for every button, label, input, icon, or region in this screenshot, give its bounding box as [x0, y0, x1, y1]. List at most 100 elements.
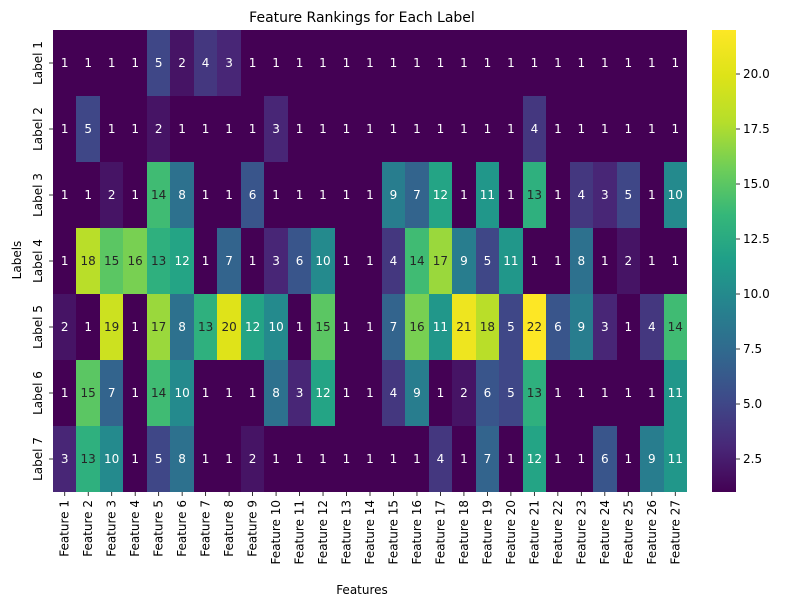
heatmap-cell — [405, 360, 429, 426]
heatmap-cell — [405, 294, 429, 360]
heatmap-cell-label: 1 — [531, 56, 539, 70]
heatmap-cell — [170, 30, 194, 96]
colorbar-tick-label: 10.0 — [743, 287, 770, 301]
heatmap-cell — [170, 426, 194, 492]
heatmap-cell — [123, 30, 147, 96]
heatmap-cell — [170, 96, 194, 162]
heatmap-cell — [217, 294, 241, 360]
heatmap-cell-label: 1 — [437, 56, 445, 70]
heatmap-cell — [217, 30, 241, 96]
colorbar-ticks: 2.5 5.0 7.5 10.0 12.5 15.0 17.5 20.0 — [736, 67, 770, 466]
heatmap-cell — [429, 228, 452, 294]
heatmap-cell-label: 13 — [81, 452, 96, 466]
heatmap-cell — [311, 162, 335, 228]
heatmap-cell-label: 1 — [460, 122, 468, 136]
heatmap-cell — [382, 360, 405, 426]
heatmap-cell-label: 5 — [84, 122, 92, 136]
x-axis-ticks: Feature 1 Feature 2 Feature 3 Feature 4 Feat… — [58, 492, 682, 564]
heatmap-cell-label: 1 — [249, 122, 257, 136]
heatmap-cell — [311, 30, 335, 96]
heatmap-cell-label: 3 — [272, 254, 280, 268]
heatmap-cell-label: 1 — [507, 188, 515, 202]
heatmap-cell — [429, 294, 452, 360]
heatmap-cell-label: 1 — [577, 386, 585, 400]
heatmap-cell-label: 3 — [272, 122, 280, 136]
y-axis-ticks: Label 1 Label 2 Label 3 Label 4 Label 5 Label… — [31, 41, 53, 481]
x-tick-label: Feature 4 — [128, 500, 142, 557]
heatmap-cell-label: 8 — [577, 254, 585, 268]
heatmap-cell-label: 1 — [202, 386, 210, 400]
heatmap-cell-label: 1 — [343, 452, 351, 466]
x-tick-label: Feature 18 — [457, 500, 471, 564]
heatmap-cell — [100, 30, 123, 96]
heatmap-cell — [617, 30, 640, 96]
heatmap-cell — [593, 162, 617, 228]
heatmap-cell-label: 11 — [503, 254, 518, 268]
x-tick-label: Feature 14 — [363, 500, 377, 564]
heatmap-cell-label: 1 — [178, 122, 186, 136]
heatmap-cell — [170, 228, 194, 294]
heatmap-cell-label: 13 — [527, 386, 542, 400]
x-tick-label: Feature 2 — [81, 500, 95, 557]
heatmap-cell-label: 4 — [390, 386, 398, 400]
heatmap-cell-label: 1 — [366, 188, 374, 202]
heatmap-cell — [570, 360, 593, 426]
x-tick-label: Feature 8 — [222, 500, 236, 557]
heatmap-cell-label: 14 — [668, 320, 683, 334]
heatmap-cell-label: 15 — [104, 254, 119, 268]
heatmap-cell — [523, 96, 546, 162]
heatmap-cell-label: 1 — [601, 122, 609, 136]
heatmap-cell — [288, 162, 311, 228]
heatmap-cell — [593, 360, 617, 426]
heatmap-cell-label: 1 — [648, 254, 656, 268]
y-tick-label: Label 1 — [31, 41, 45, 85]
heatmap-cell — [499, 228, 523, 294]
heatmap-cell-label: 1 — [225, 188, 233, 202]
heatmap-cell-label: 1 — [343, 320, 351, 334]
heatmap-cell-label: 10 — [315, 254, 330, 268]
heatmap-cell — [382, 294, 405, 360]
heatmap-cell — [593, 30, 617, 96]
heatmap-cell — [358, 96, 382, 162]
heatmap-cell — [335, 426, 358, 492]
heatmap-cell — [358, 360, 382, 426]
heatmap-cell — [335, 228, 358, 294]
heatmap-cell — [570, 30, 593, 96]
heatmap-cell — [170, 294, 194, 360]
x-tick-label: Feature 17 — [433, 500, 447, 564]
heatmap-cell-label: 1 — [343, 254, 351, 268]
heatmap-cell — [76, 426, 100, 492]
heatmap-cell-label: 1 — [460, 56, 468, 70]
heatmap-cell-label: 1 — [671, 122, 679, 136]
x-tick-label: Feature 6 — [175, 500, 189, 557]
heatmap-cell-label: 6 — [484, 386, 492, 400]
heatmap-cell — [264, 162, 288, 228]
y-tick-label: Label 2 — [31, 107, 45, 151]
heatmap-cell — [100, 426, 123, 492]
heatmap-cell-label: 1 — [108, 122, 116, 136]
heatmap-cell-label: 13 — [198, 320, 213, 334]
heatmap-cell — [570, 162, 593, 228]
heatmap-cell — [264, 426, 288, 492]
heatmap-cell-label: 1 — [61, 56, 69, 70]
heatmap-cell — [358, 426, 382, 492]
heatmap-cell — [570, 294, 593, 360]
heatmap-cell-label: 1 — [484, 122, 492, 136]
heatmap-cell-label: 1 — [413, 56, 421, 70]
heatmap-cell — [76, 360, 100, 426]
heatmap-cell-label: 15 — [81, 386, 96, 400]
heatmap-cell-label: 13 — [151, 254, 166, 268]
heatmap-cell-label: 7 — [225, 254, 233, 268]
x-tick-label: Feature 27 — [668, 500, 682, 564]
heatmap-cell-label: 1 — [319, 452, 327, 466]
heatmap-cell-label: 1 — [624, 320, 632, 334]
heatmap-cell-label: 5 — [155, 452, 163, 466]
heatmap-cell — [640, 162, 664, 228]
heatmap-cell-label: 18 — [81, 254, 96, 268]
x-tick-label: Feature 10 — [269, 500, 283, 564]
heatmap-cell-label: 1 — [131, 56, 139, 70]
heatmap-cell-label: 2 — [249, 452, 257, 466]
heatmap-cell-label: 1 — [249, 56, 257, 70]
heatmap-cell-label: 1 — [202, 188, 210, 202]
x-tick-label: Feature 25 — [621, 500, 635, 564]
